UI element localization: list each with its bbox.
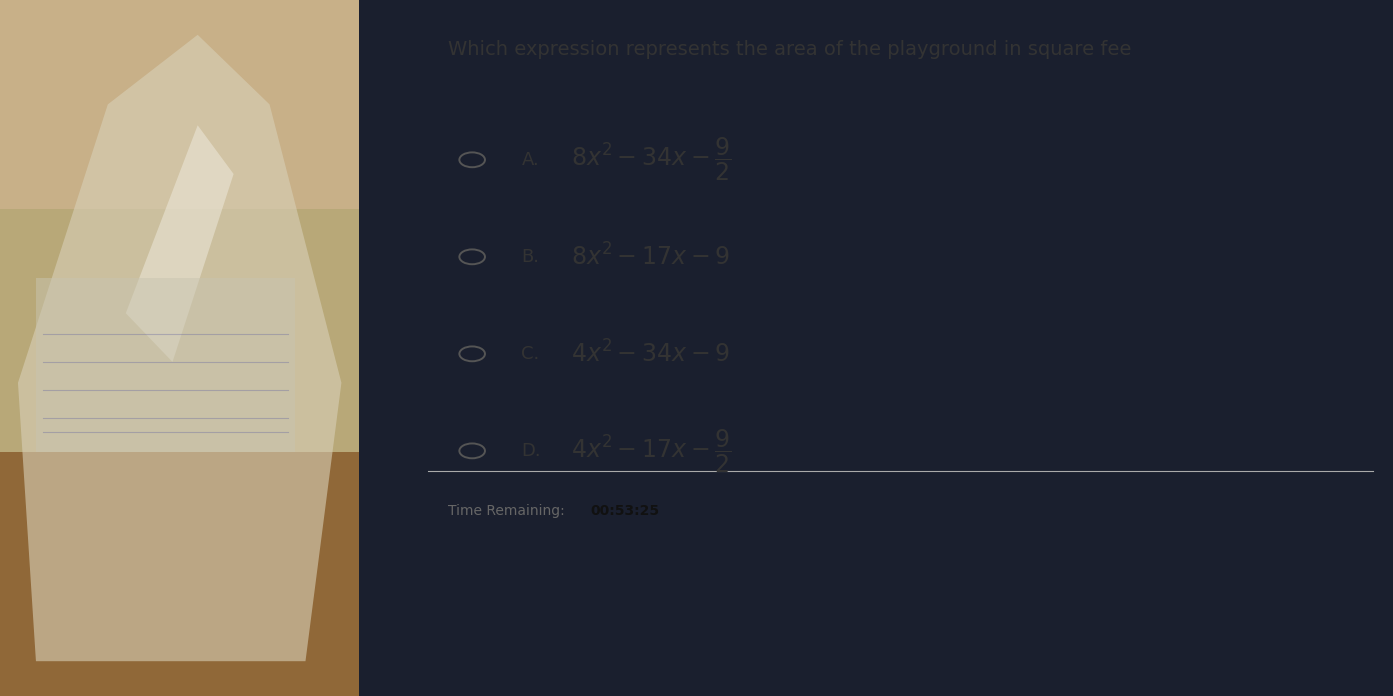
- Text: D.: D.: [521, 442, 540, 460]
- Text: C.: C.: [521, 345, 539, 363]
- Text: 00:53:25: 00:53:25: [591, 504, 659, 518]
- Text: Which expression represents the area of the playground in square fee: Which expression represents the area of …: [447, 40, 1131, 59]
- Text: A.: A.: [521, 151, 539, 169]
- Polygon shape: [18, 35, 341, 661]
- Text: $4x^2 - 17x - \dfrac{9}{2}$: $4x^2 - 17x - \dfrac{9}{2}$: [571, 427, 731, 475]
- Text: $8x^2 - 34x - \dfrac{9}{2}$: $8x^2 - 34x - \dfrac{9}{2}$: [571, 136, 731, 184]
- Text: B.: B.: [521, 248, 539, 266]
- FancyBboxPatch shape: [0, 452, 359, 696]
- FancyBboxPatch shape: [0, 0, 359, 209]
- Text: $8x^2 - 17x - 9$: $8x^2 - 17x - 9$: [571, 243, 730, 271]
- Text: $4x^2 - 34x - 9$: $4x^2 - 34x - 9$: [571, 340, 730, 367]
- FancyBboxPatch shape: [36, 278, 295, 452]
- FancyBboxPatch shape: [0, 209, 359, 452]
- Text: Time Remaining:: Time Remaining:: [447, 504, 564, 518]
- Polygon shape: [125, 125, 234, 362]
